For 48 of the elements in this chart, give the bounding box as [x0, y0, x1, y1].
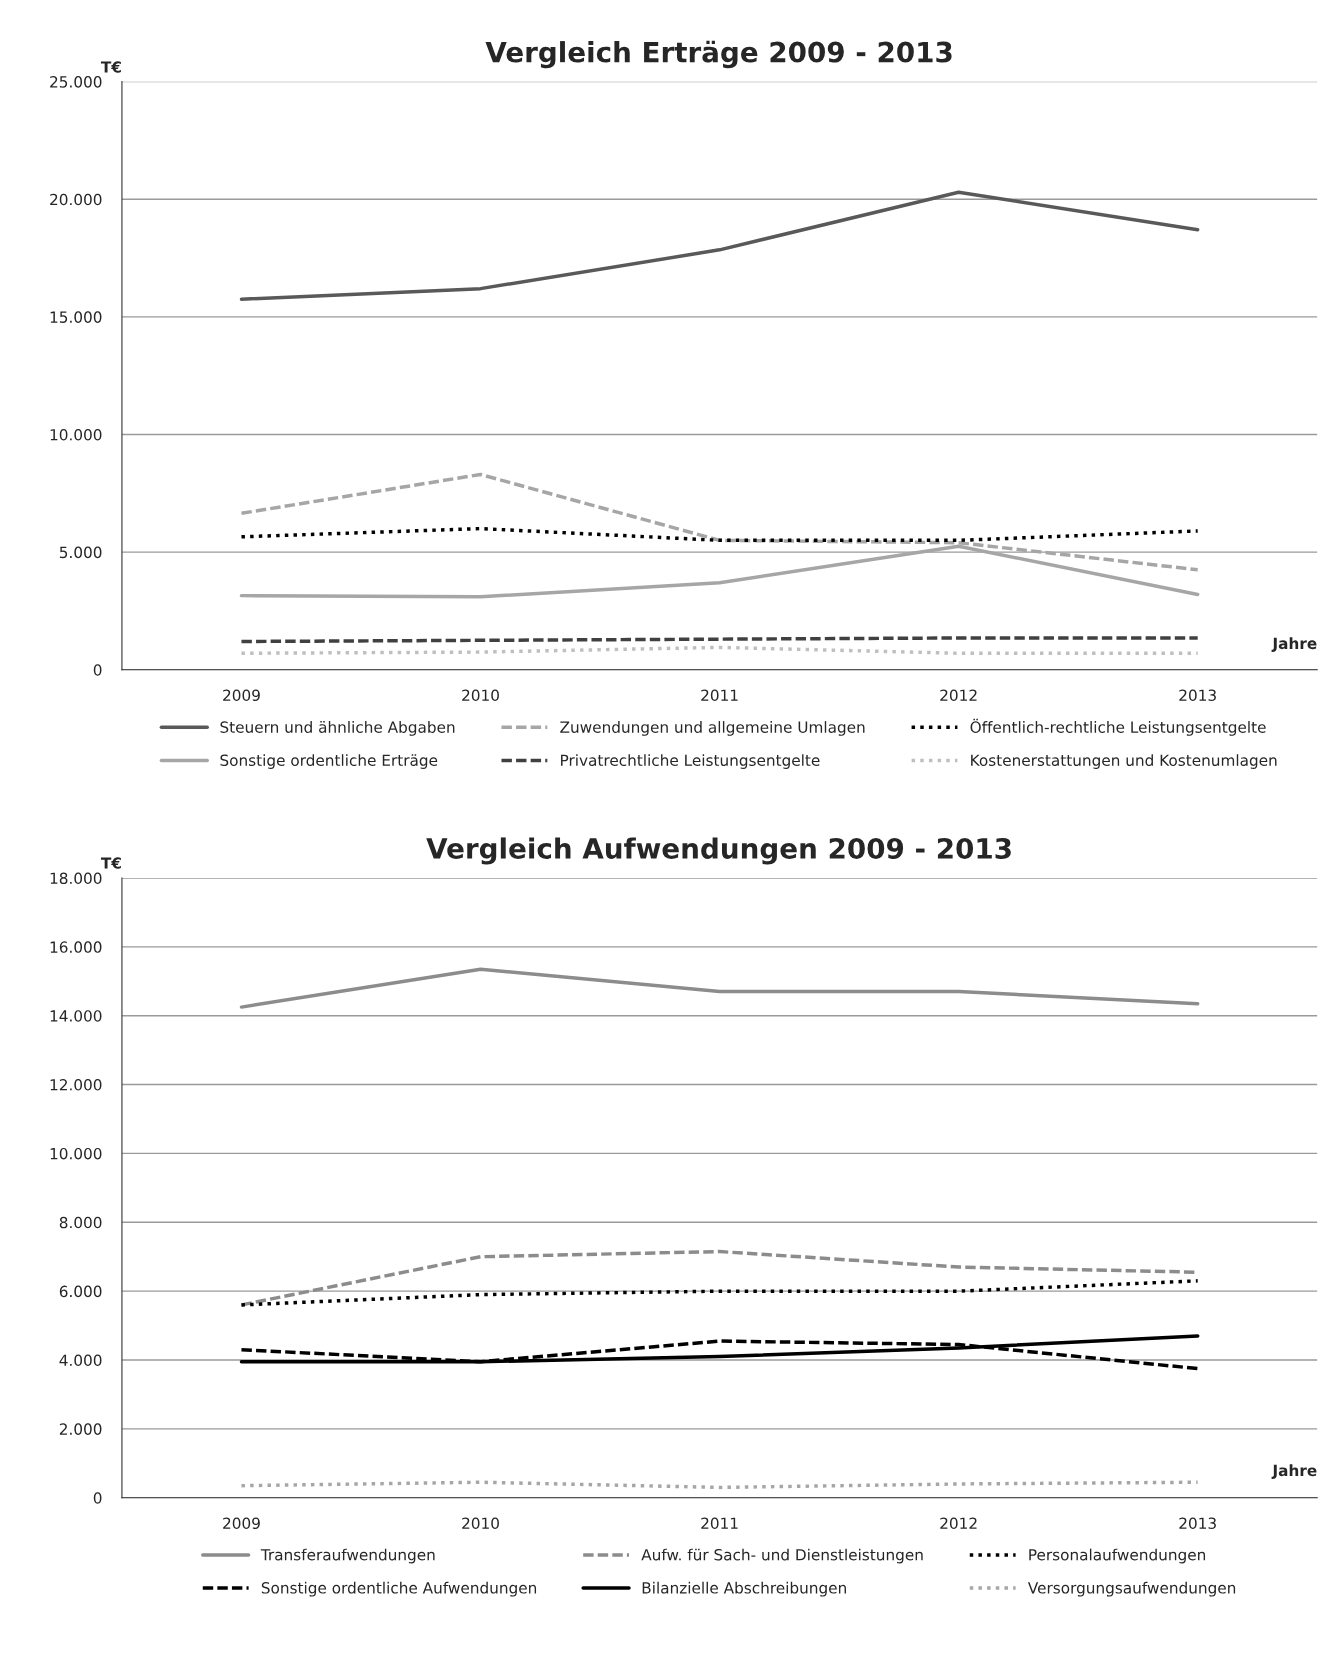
y-tick-label: 25.000	[50, 76, 102, 88]
legend-label: Aufw. für Sach- und Dienstleistungen	[641, 1548, 923, 1564]
legend-label: Sonstige ordentliche Erträge	[220, 754, 438, 769]
y-tick-label: 0	[93, 664, 102, 676]
y-tick-label: 6.000	[59, 1285, 102, 1298]
x-axis-title: Jahre	[1271, 1464, 1317, 1480]
legend-label: Kostenerstattungen und Kostenumlagen	[971, 754, 1277, 769]
x-tick-label: 2009	[223, 689, 260, 701]
legend-label: Sonstige ordentliche Aufwendungen	[261, 1581, 537, 1597]
x-axis-title: Jahre	[1271, 637, 1317, 652]
x-tick-label: 2013	[1179, 1517, 1216, 1529]
y-tick-label: 12.000	[50, 1079, 102, 1091]
y-tick-label: 10.000	[50, 1147, 102, 1160]
line-series	[239, 967, 1200, 1009]
y-tick-label: 5.000	[59, 546, 102, 559]
chart-title: Vergleich Erträge 2009 - 2013	[485, 40, 952, 69]
x-tick-label: 2013	[1179, 689, 1216, 701]
x-tick-label: 2010	[462, 1517, 499, 1529]
legend-label: Privatrechtliche Leistungsentgelte	[561, 754, 820, 769]
legend-label: Bilanzielle Abschreibungen	[642, 1581, 846, 1597]
legend-label: Versorgungsaufwendungen	[1027, 1581, 1236, 1597]
legend-label: Personalaufwendungen	[1029, 1548, 1206, 1564]
y-tick-label: 10.000	[50, 428, 102, 441]
legend-label: Transferaufwendungen	[260, 1548, 435, 1564]
legend-label: Steuern und ähnliche Abgaben	[220, 721, 455, 736]
line-series	[239, 190, 1200, 301]
x-tick-label: 2012	[940, 1517, 977, 1529]
x-tick-label: 2011	[701, 1517, 738, 1529]
y-axis-title: T€	[100, 61, 121, 73]
y-tick-label: 14.000	[50, 1010, 102, 1022]
line-series	[239, 1279, 1200, 1307]
y-tick-label: 2.000	[59, 1423, 102, 1435]
y-tick-label: 15.000	[50, 311, 102, 323]
y-tick-label: 4.000	[59, 1354, 102, 1367]
line-series	[239, 526, 1200, 543]
legend-label: Zuwendungen und allgemeine Umlagen	[560, 721, 865, 736]
x-tick-label: 2010	[462, 689, 499, 701]
chart-title: Vergleich Aufwendungen 2009 - 2013	[426, 837, 1011, 865]
y-tick-label: 18.000	[50, 872, 102, 884]
y-tick-label: 0	[93, 1492, 102, 1504]
legend-label: Öffentlich-rechtliche Leistungsentgelte	[970, 718, 1266, 736]
x-tick-label: 2009	[223, 1517, 260, 1529]
y-tick-label: 16.000	[50, 941, 102, 953]
y-tick-label: 20.000	[50, 193, 102, 206]
y-tick-label: 8.000	[59, 1216, 102, 1229]
x-tick-label: 2012	[940, 689, 977, 701]
x-tick-label: 2011	[701, 689, 738, 701]
y-axis-title: T€	[100, 857, 121, 869]
